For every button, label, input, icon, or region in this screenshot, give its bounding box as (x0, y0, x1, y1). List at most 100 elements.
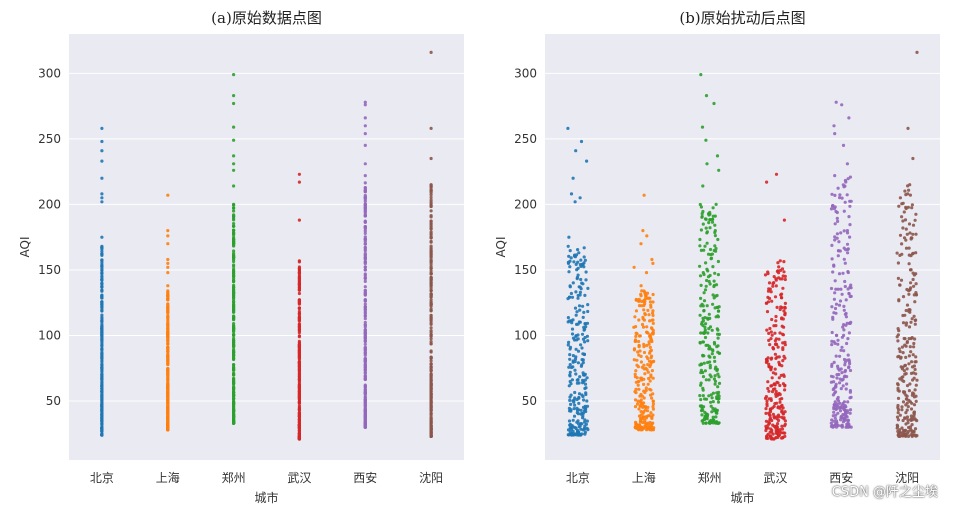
data-point (429, 379, 433, 383)
data-point (651, 402, 656, 406)
data-point (232, 222, 236, 226)
data-point (833, 400, 837, 404)
data-point (568, 353, 572, 357)
data-point (778, 331, 782, 335)
data-point (777, 337, 781, 341)
data-point (773, 387, 777, 391)
data-point (832, 410, 836, 414)
data-point (429, 321, 433, 325)
data-point (651, 300, 655, 304)
data-point (831, 317, 835, 321)
data-point (913, 427, 918, 431)
data-point (642, 377, 646, 381)
data-point (834, 413, 838, 417)
data-point (848, 285, 852, 289)
data-point (772, 275, 776, 279)
data-point (633, 372, 637, 376)
data-point (712, 418, 716, 423)
data-point (701, 354, 705, 358)
data-point (232, 206, 236, 210)
data-point (699, 228, 704, 232)
data-point (912, 345, 916, 349)
data-point (701, 222, 705, 226)
data-point (429, 424, 433, 428)
data-point (907, 325, 912, 329)
data-point (363, 124, 367, 128)
data-point (640, 289, 644, 293)
data-point (429, 395, 433, 399)
data-point (363, 425, 367, 429)
data-point (903, 416, 907, 420)
data-point (774, 389, 778, 394)
data-point (836, 342, 840, 346)
data-point (363, 334, 367, 338)
data-point (100, 337, 104, 341)
data-point (100, 366, 104, 370)
data-point (429, 269, 433, 273)
data-point (232, 318, 236, 322)
data-point (363, 214, 367, 218)
data-point (574, 334, 578, 338)
data-point (573, 403, 577, 407)
data-point (100, 249, 104, 253)
data-point (645, 343, 649, 348)
data-point (429, 372, 433, 376)
data-point (232, 333, 236, 337)
data-point (768, 326, 772, 331)
data-point (844, 405, 848, 409)
y-tick-label: 250 (38, 132, 61, 146)
data-point (429, 219, 433, 224)
data-point (836, 219, 840, 223)
data-point (911, 277, 915, 282)
data-point (701, 316, 705, 320)
data-point (429, 156, 433, 161)
x-tick-label: 西安 (829, 470, 853, 485)
data-point (700, 320, 704, 324)
data-point (363, 265, 367, 269)
data-point (770, 390, 775, 394)
data-point (639, 299, 644, 303)
data-point (708, 360, 712, 364)
data-point (706, 269, 710, 273)
data-point (781, 411, 785, 415)
data-point (648, 300, 653, 304)
data-point (297, 404, 301, 408)
data-point (709, 400, 713, 404)
data-point (711, 400, 715, 404)
data-point (647, 313, 651, 317)
data-point (704, 421, 708, 425)
data-point (648, 334, 653, 338)
data-point (573, 359, 577, 364)
data-point (778, 259, 782, 263)
x-tick-label: 郑州 (698, 470, 722, 485)
data-point (297, 377, 301, 381)
data-point (777, 376, 781, 380)
data-point (567, 235, 571, 239)
data-point (840, 378, 844, 382)
data-point (297, 426, 301, 430)
data-point (835, 373, 839, 377)
data-point (568, 285, 572, 289)
data-point (777, 433, 782, 437)
data-point (578, 424, 582, 428)
data-point (771, 412, 776, 416)
data-point (100, 126, 104, 130)
data-point (898, 349, 902, 354)
data-point (831, 393, 836, 397)
data-point (912, 314, 916, 318)
data-point (166, 289, 170, 293)
data-point (567, 365, 571, 369)
data-point (905, 340, 910, 344)
data-point (777, 355, 781, 359)
data-point (702, 361, 706, 365)
data-point (910, 418, 915, 422)
data-point (905, 415, 910, 419)
data-point (580, 281, 584, 285)
data-point (100, 346, 104, 350)
data-point (768, 416, 773, 420)
data-point (833, 279, 837, 283)
series-沈阳 (429, 50, 433, 438)
data-point (100, 307, 104, 311)
data-point (641, 315, 645, 319)
data-point (632, 347, 637, 351)
